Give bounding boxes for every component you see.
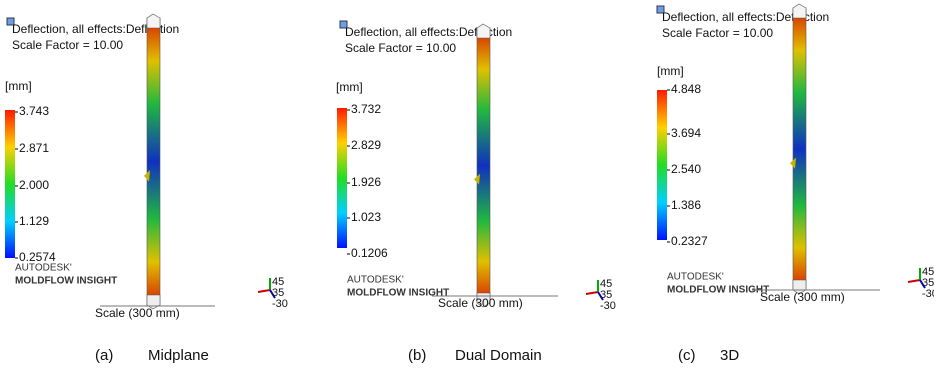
legend-label: 1.926 — [351, 175, 381, 189]
part-beam — [477, 28, 490, 303]
unit: [mm] — [336, 80, 363, 94]
part-beam — [147, 18, 160, 305]
unit: [mm] — [657, 64, 684, 78]
triad-angle: -30 — [600, 300, 616, 312]
legend-label: 2.871 — [19, 141, 49, 155]
panel-label: (a) — [95, 347, 113, 364]
axis-x — [586, 292, 598, 294]
product: MOLDFLOW INSIGHT — [15, 276, 117, 287]
scale-label: Scale (300 mm) — [438, 296, 523, 310]
scale-factor: Scale Factor = 10.00 — [12, 38, 123, 52]
legend-label: 3.743 — [19, 104, 49, 118]
legend-label: 1.023 — [351, 210, 381, 224]
legend-label: 2.000 — [19, 178, 49, 192]
legend-label: 3.732 — [351, 102, 381, 116]
legend-label: 0.1206 — [351, 246, 388, 260]
color-bar — [657, 90, 667, 240]
figure: Deflection, all effects:DeflectionScale … — [0, 0, 934, 391]
panel-caption: Dual Domain — [455, 347, 542, 364]
scale-factor: Scale Factor = 10.00 — [345, 41, 456, 55]
product: MOLDFLOW INSIGHT — [347, 288, 449, 299]
scale-label: Scale (300 mm) — [760, 290, 845, 304]
axis-x — [908, 280, 920, 282]
color-bar — [5, 110, 15, 258]
unit: [mm] — [5, 79, 32, 93]
axis-x — [258, 290, 270, 292]
scale-label: Scale (300 mm) — [95, 306, 180, 320]
panel-caption: 3D — [720, 347, 739, 364]
part-outline — [147, 14, 160, 28]
scale-factor: Scale Factor = 10.00 — [662, 26, 773, 40]
legend-label: 0.2327 — [671, 234, 708, 248]
legend-label: 1.386 — [671, 198, 701, 212]
panel-caption: Midplane — [148, 347, 209, 364]
brand: AUTODESK' — [347, 275, 404, 286]
panel-label: (b) — [408, 347, 426, 364]
triad-angle: -30 — [272, 298, 288, 310]
legend-label: 1.129 — [19, 214, 49, 228]
triad-angle: -30 — [922, 288, 934, 300]
part-beam — [793, 8, 806, 290]
legend-label: 2.540 — [671, 162, 701, 176]
legend-label: 4.848 — [671, 82, 701, 96]
part-outline — [793, 4, 806, 18]
panel-label: (c) — [678, 347, 696, 364]
legend-label: 3.694 — [671, 126, 701, 140]
brand: AUTODESK' — [15, 263, 72, 274]
color-bar — [337, 108, 347, 248]
brand: AUTODESK' — [667, 272, 724, 283]
legend-label: 2.829 — [351, 138, 381, 152]
